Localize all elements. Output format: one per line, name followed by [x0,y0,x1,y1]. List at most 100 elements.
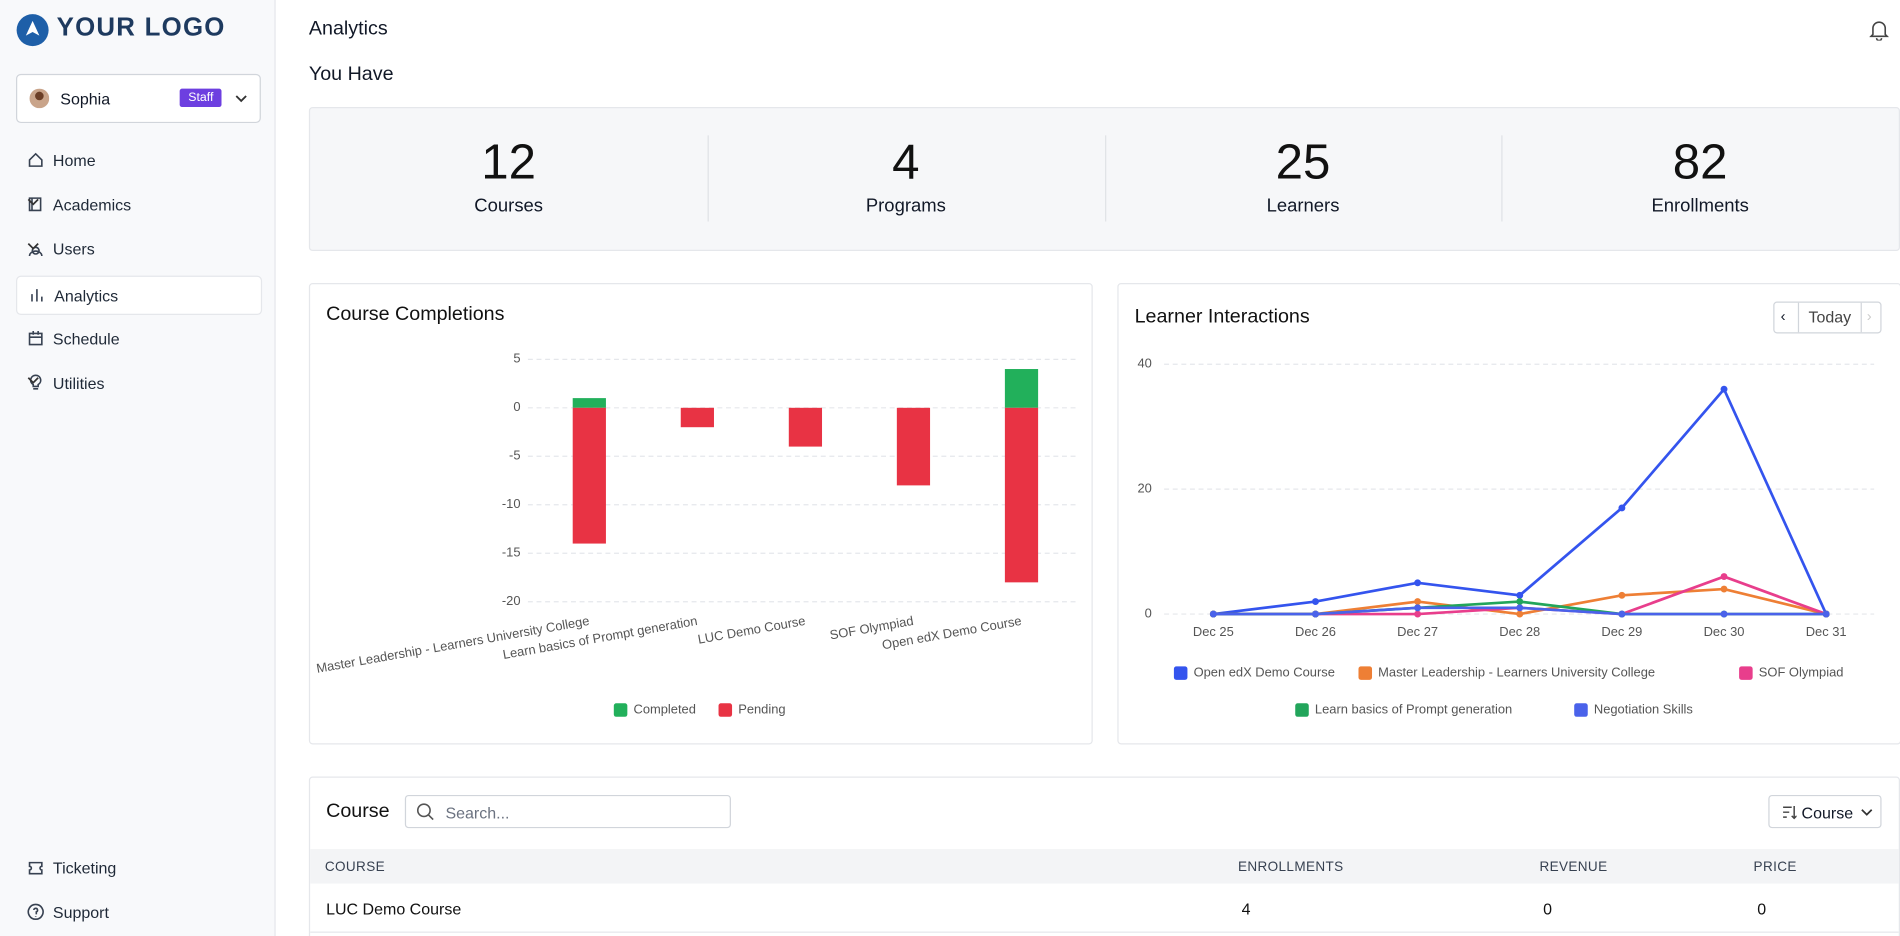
table-row: LUC Demo Course 4 0 0 [310,884,1899,933]
nav-icon [28,861,43,875]
legend-label: Open edX Demo Course [1194,665,1335,680]
chevron [235,95,247,103]
column-header: COURSE [324,860,386,875]
point [1720,610,1728,618]
divider [1104,135,1106,222]
chart-card: Course Completions 5 0 -5 -10 -15 -20 Master L… [308,283,1093,745]
column-header: REVENUE [1539,860,1608,875]
chevron [27,377,39,384]
role-badge: Staff [179,88,222,108]
divider [707,135,709,222]
legend-swatch [1295,703,1309,717]
chart: 0 20 40 Dec 25 Dec 26 Dec 27 Dec 28 Dec 29 Dec 3… [1137,356,1875,717]
sort-label: Course [1801,803,1854,823]
bar [788,407,823,447]
stat-value: 82 [1672,135,1728,190]
stat: 25 Learners [1104,108,1501,250]
y-tick-label: 0 [1145,605,1152,620]
y-tick-label: 5 [513,351,520,366]
point [1312,598,1319,606]
sort-dropdown[interactable]: Course [1768,794,1882,829]
nav-icon [28,197,42,212]
user-menu[interactable]: Sophia Staff [15,73,261,124]
table-cell: 4 [1241,899,1251,919]
logo: YOUR LOGO [56,13,226,42]
point [1414,579,1422,587]
point [1618,504,1626,512]
prev-button[interactable]: ‹ [1780,307,1786,325]
stat-label: Learners [1266,195,1340,217]
stat-label: Enrollments [1651,195,1749,217]
x-tick-label: Dec 26 [1295,624,1336,639]
stat-label: Programs [865,195,946,217]
stat-value: 25 [1275,135,1331,190]
nav-item[interactable]: Analytics [15,275,263,316]
nav-item[interactable]: Ticketing [16,849,260,886]
nav-icon [29,374,42,390]
nav-item[interactable]: Academics [16,186,260,223]
nav-item[interactable]: Support [16,893,260,930]
point [1414,598,1422,606]
bar [1004,407,1039,583]
stat: 12 Courses [310,108,707,250]
nav-label: Ticketing [52,858,117,878]
y-tick-label: -5 [509,448,520,463]
stat-value: 4 [892,135,920,190]
legend-label: Pending [738,701,785,716]
chevron [1861,809,1873,816]
date-nav: ‹ Today › [1773,301,1882,334]
bar [572,398,606,408]
legend-swatch [718,703,733,717]
point [1516,610,1524,618]
nav-item[interactable]: Utilities [16,364,260,401]
chart-title: Course Completions [326,303,505,325]
user-name: Sophia [60,89,111,109]
legend-swatch [1358,666,1373,680]
bar [680,407,714,428]
legend-swatch [613,703,628,717]
chart-title: Learner Interactions [1134,306,1310,328]
divider [1501,135,1503,222]
legend-label: Learn basics of Prompt generation [1315,701,1512,716]
logo-icon [16,14,49,47]
y-tick-label: 0 [513,399,520,414]
point [1720,585,1728,593]
x-tick-label: Dec 30 [1704,624,1745,639]
point [1209,610,1217,618]
nav-label: Users [52,239,95,259]
page-title: Analytics [308,18,388,40]
y-tick-label: -20 [502,593,521,608]
nav-label: Support [52,903,109,922]
next-button[interactable]: › [1866,307,1872,325]
sidebar: YOUR LOGO Sophia Staff Home Academics User… [0,0,276,936]
bar [896,407,931,486]
x-tick-label: LUC Demo Course [697,613,807,647]
table-body: LUC Demo Course 4 0 0 Learn basics of Prompt… [310,884,1899,936]
point [1618,610,1626,618]
notifications[interactable] [1869,18,1889,41]
x-tick-label: Dec 29 [1601,624,1642,639]
nav-icon [27,903,44,920]
nav-item[interactable]: Users [16,230,260,267]
column-header: PRICE [1753,860,1797,875]
legend-label: Completed [633,701,695,716]
today-button[interactable]: Today [1797,302,1862,333]
nav-item[interactable]: Schedule [16,320,260,357]
legend-swatch [1739,666,1753,680]
x-tick-label: Dec 25 [1193,624,1234,639]
search-box[interactable]: Search... [404,794,731,829]
point [1312,610,1319,618]
stat: 82 Enrollments [1502,108,1899,250]
table-cell: 0 [1757,899,1767,919]
legend-label: Master Leadership - Learners University … [1378,665,1655,680]
y-tick-label: 40 [1137,356,1151,371]
table-card: Course Search... Course COURSE ENROLLMENT… [308,776,1900,936]
nav-item[interactable]: Home [16,142,260,179]
legend-label: SOF Olympiad [1759,665,1844,680]
nav-icon [31,289,43,302]
point [1720,573,1728,581]
y-tick-label: -10 [502,496,521,511]
chart-card: Learner Interactions ‹ Today › 0 20 40 Dec … [1117,283,1900,745]
legend-swatch [1173,666,1188,680]
search-placeholder: Search... [445,803,510,823]
